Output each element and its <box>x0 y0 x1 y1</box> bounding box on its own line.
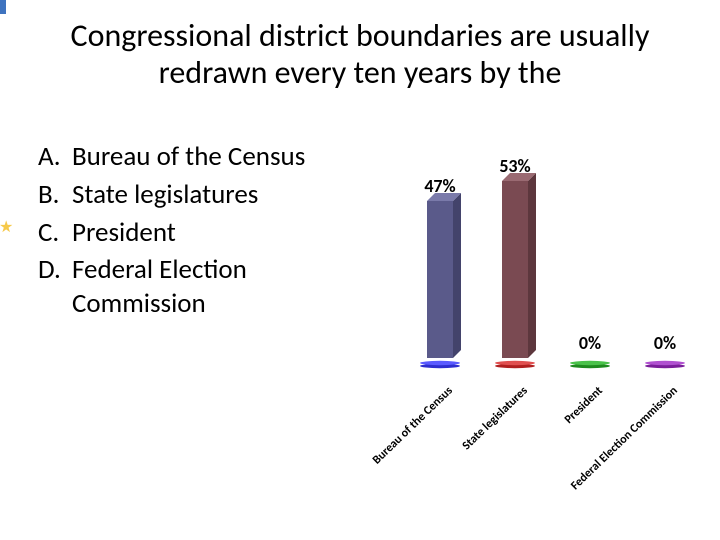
answer-text: Bureau of the Census <box>72 140 368 174</box>
chart-bar: 0% <box>560 332 620 370</box>
answer-text: Federal Election Commission <box>72 253 368 321</box>
answer-letter: C. <box>38 216 72 250</box>
chart-pedestal <box>645 358 685 370</box>
chart-x-labels: Bureau of the CensusState legislaturesPr… <box>400 378 700 518</box>
chart-bar-3d <box>427 201 453 358</box>
answer-letter: D. <box>38 253 72 321</box>
chart-bar: 47% <box>410 175 470 370</box>
response-bar-chart: 47%53%0%0% Bureau of the CensusState leg… <box>400 140 700 500</box>
answer-option: B. State legislatures <box>38 178 368 212</box>
chart-bar: 0% <box>635 332 695 370</box>
answer-list: A. Bureau of the Census B. State legisla… <box>38 140 368 325</box>
chart-bar: 53% <box>485 155 545 370</box>
chart-pedestal <box>570 358 610 370</box>
answer-option: C. President <box>38 216 368 250</box>
chart-value-label: 0% <box>654 332 676 354</box>
question-title: Congressional district boundaries are us… <box>30 18 690 92</box>
chart-pedestal <box>495 358 535 370</box>
answer-letter: A. <box>38 140 72 174</box>
correct-answer-star-icon: ★ <box>0 220 13 236</box>
answer-option: A. Bureau of the Census <box>38 140 368 174</box>
corner-accent <box>0 0 6 14</box>
chart-bar-3d <box>502 181 528 358</box>
answer-text: President <box>72 216 368 250</box>
chart-pedestal <box>420 358 460 370</box>
answer-text: State legislatures <box>72 178 368 212</box>
chart-x-label: Bureau of the Census <box>302 384 456 533</box>
answer-option: D. Federal Election Commission <box>38 253 368 321</box>
chart-value-label: 0% <box>579 332 601 354</box>
chart-x-label: Federal Election Commission <box>527 384 681 533</box>
answer-letter: B. <box>38 178 72 212</box>
chart-x-label: President <box>452 384 606 533</box>
chart-x-label: State legislatures <box>377 384 531 533</box>
chart-plot-area: 47%53% 0% 0% <box>400 140 700 370</box>
slide: Congressional district boundaries are us… <box>0 0 720 540</box>
